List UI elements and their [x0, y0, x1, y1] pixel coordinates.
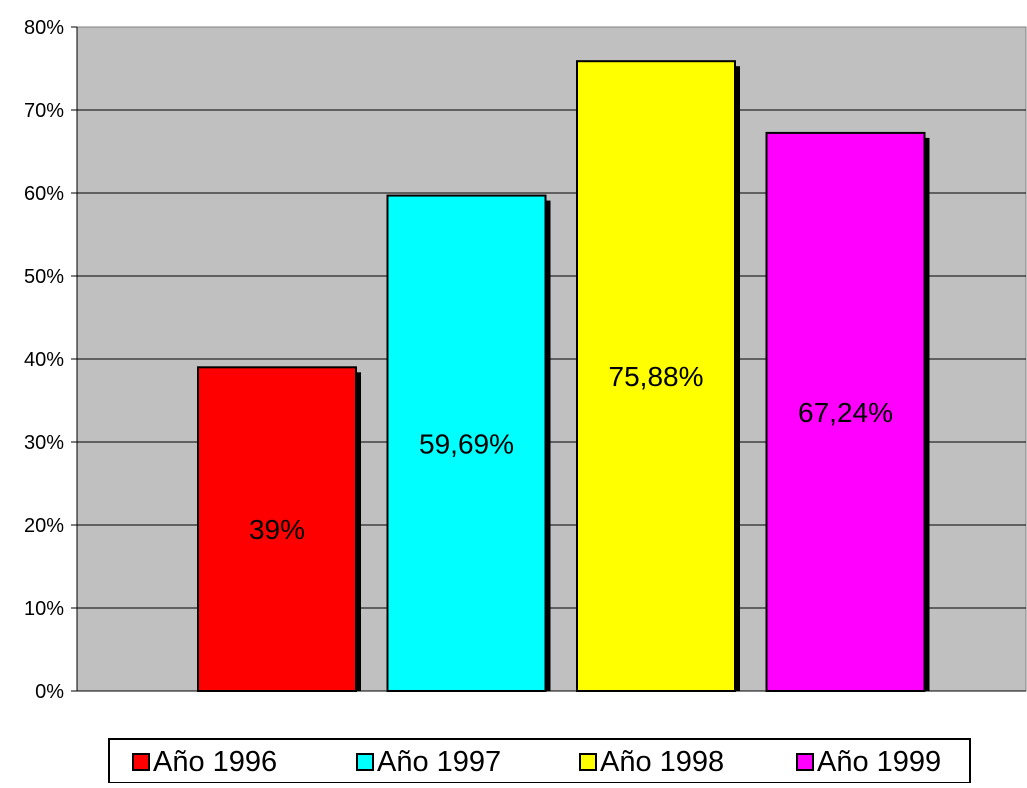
legend-label: Año 1998 [600, 746, 724, 778]
legend-label: Año 1999 [817, 746, 941, 778]
bar [765, 131, 926, 692]
legend: Año 1996 Año 1997 Año 1998 Año 1999 [108, 738, 971, 784]
y-tick-label: 60% [24, 183, 64, 205]
y-tick-label: 80% [24, 17, 64, 39]
y-tick-label: 20% [24, 515, 64, 537]
bar-value-label: 75,88% [609, 361, 704, 392]
y-tick-label: 0% [35, 681, 64, 703]
y-tick-label: 70% [24, 100, 64, 122]
bar-value-label: 39% [249, 514, 305, 545]
y-tick-label: 30% [24, 432, 64, 454]
legend-swatch [579, 753, 597, 771]
legend-swatch [356, 753, 374, 771]
bar [386, 194, 547, 692]
legend-swatch [796, 753, 814, 771]
bars: 39% 59,69% 75,88% 67,24% [197, 60, 930, 693]
y-tick-label: 10% [24, 598, 64, 620]
legend-box [108, 738, 971, 784]
legend-label: Año 1997 [377, 746, 501, 778]
y-tick-label: 40% [24, 349, 64, 371]
legend-label: Año 1996 [153, 746, 277, 778]
bar-value-label: 59,69% [419, 428, 514, 459]
bar [576, 60, 736, 693]
y-tick-label: 50% [24, 266, 64, 288]
bar-value-label: 67,24% [798, 397, 893, 428]
bar [197, 366, 357, 692]
legend-swatch [132, 753, 150, 771]
